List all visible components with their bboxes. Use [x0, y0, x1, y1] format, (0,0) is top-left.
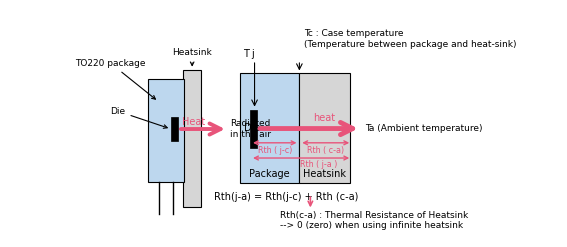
Text: TO220 package: TO220 package — [75, 59, 155, 99]
Text: Die: Die — [111, 107, 167, 128]
Text: heat: heat — [314, 113, 336, 123]
Text: Tc : Case temperature
(Temperature between package and heat-sink): Tc : Case temperature (Temperature betwe… — [304, 29, 517, 49]
Bar — [148, 79, 184, 182]
Text: Radiated
in the air: Radiated in the air — [230, 119, 271, 139]
Bar — [171, 117, 178, 141]
Text: Heatsink: Heatsink — [303, 168, 346, 179]
Text: Ta (Ambient temperature): Ta (Ambient temperature) — [365, 124, 483, 133]
Text: Rth ( j-a ): Rth ( j-a ) — [300, 160, 337, 169]
Text: Heat: Heat — [183, 117, 206, 127]
Bar — [299, 73, 350, 183]
Text: Rth(j-a) = Rth(j-c) + Rth (c-a): Rth(j-a) = Rth(j-c) + Rth (c-a) — [214, 192, 358, 202]
Text: Rth ( c-a): Rth ( c-a) — [307, 146, 344, 155]
Text: Rth(c-a) : Thermal Resistance of Heatsink
--> 0 (zero) when using infinite heats: Rth(c-a) : Thermal Resistance of Heatsin… — [280, 211, 468, 230]
Text: Rth ( j-c): Rth ( j-c) — [257, 146, 292, 155]
Text: Package: Package — [249, 168, 290, 179]
Text: Heatsink: Heatsink — [172, 48, 212, 65]
Text: Die: Die — [244, 123, 260, 133]
Bar — [250, 109, 257, 147]
Bar — [183, 70, 201, 206]
Text: T j: T j — [243, 49, 255, 59]
Bar — [240, 73, 299, 183]
